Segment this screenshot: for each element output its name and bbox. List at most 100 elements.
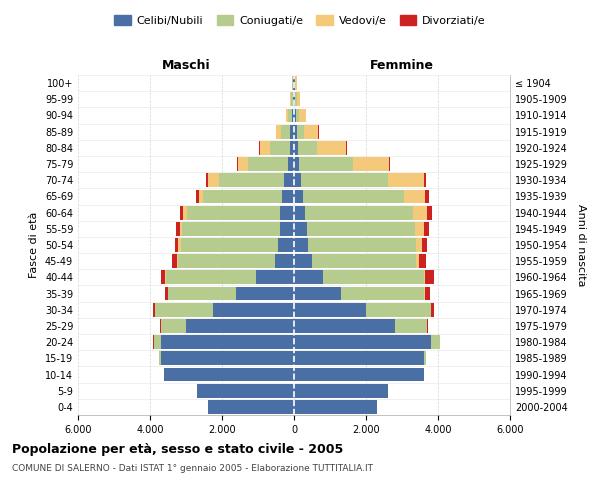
Bar — [294, 368, 424, 382]
Bar — [164, 368, 294, 382]
Bar — [422, 238, 427, 252]
Bar — [341, 286, 424, 300]
Bar — [294, 108, 296, 122]
Bar — [294, 157, 299, 171]
Bar — [303, 190, 404, 203]
Bar — [305, 206, 413, 220]
Bar — [283, 190, 294, 203]
Bar — [165, 286, 167, 300]
Bar — [294, 125, 297, 138]
Bar — [294, 174, 301, 187]
Bar — [295, 76, 296, 90]
Bar — [206, 174, 208, 187]
Bar — [294, 238, 308, 252]
Bar — [208, 400, 294, 414]
Bar — [416, 238, 422, 252]
Bar — [424, 270, 425, 284]
Bar — [293, 92, 294, 106]
Bar — [425, 270, 434, 284]
Bar — [295, 92, 297, 106]
Bar — [160, 319, 161, 333]
Bar — [312, 254, 416, 268]
Bar — [238, 157, 248, 171]
Bar — [294, 190, 303, 203]
Bar — [294, 303, 366, 316]
Bar — [424, 352, 427, 365]
Bar — [278, 238, 294, 252]
Bar — [286, 108, 288, 122]
Bar — [280, 206, 294, 220]
Bar — [290, 141, 294, 154]
Bar — [404, 190, 425, 203]
Bar — [284, 174, 294, 187]
Y-axis label: Anni di nascita: Anni di nascita — [576, 204, 586, 286]
Bar — [292, 108, 294, 122]
Bar — [294, 92, 295, 106]
Bar — [389, 157, 391, 171]
Bar — [294, 141, 298, 154]
Bar — [294, 222, 307, 235]
Bar — [415, 222, 424, 235]
Bar — [276, 125, 281, 138]
Bar — [186, 319, 294, 333]
Bar — [304, 125, 319, 138]
Bar — [395, 319, 427, 333]
Bar — [294, 384, 388, 398]
Text: Popolazione per età, sesso e stato civile - 2005: Popolazione per età, sesso e stato civil… — [12, 442, 343, 456]
Bar — [299, 157, 353, 171]
Bar — [161, 319, 186, 333]
Bar — [275, 254, 294, 268]
Bar — [161, 352, 294, 365]
Bar — [183, 206, 187, 220]
Bar — [366, 303, 431, 316]
Bar — [154, 303, 155, 316]
Bar — [346, 141, 347, 154]
Bar — [424, 222, 429, 235]
Text: Maschi: Maschi — [161, 59, 211, 72]
Bar — [297, 125, 304, 138]
Bar — [175, 238, 178, 252]
Bar — [248, 157, 287, 171]
Bar — [424, 286, 425, 300]
Bar — [294, 319, 395, 333]
Bar — [179, 206, 183, 220]
Bar — [296, 108, 299, 122]
Bar — [260, 141, 270, 154]
Bar — [172, 254, 176, 268]
Bar — [208, 174, 219, 187]
Bar — [323, 270, 424, 284]
Bar — [317, 141, 346, 154]
Bar — [299, 108, 306, 122]
Bar — [431, 336, 440, 349]
Bar — [416, 254, 419, 268]
Bar — [199, 190, 203, 203]
Bar — [388, 174, 424, 187]
Bar — [166, 270, 256, 284]
Bar — [154, 336, 161, 349]
Bar — [294, 336, 431, 349]
Bar — [178, 238, 181, 252]
Bar — [291, 92, 293, 106]
Bar — [353, 157, 389, 171]
Bar — [294, 286, 341, 300]
Bar — [168, 286, 236, 300]
Bar — [176, 254, 178, 268]
Text: COMUNE DI SALERNO - Dati ISTAT 1° gennaio 2005 - Elaborazione TUTTITALIA.IT: COMUNE DI SALERNO - Dati ISTAT 1° gennai… — [12, 464, 373, 473]
Bar — [293, 76, 294, 90]
Bar — [419, 254, 427, 268]
Bar — [425, 286, 430, 300]
Bar — [213, 303, 294, 316]
Bar — [290, 92, 291, 106]
Bar — [301, 174, 388, 187]
Bar — [307, 222, 415, 235]
Bar — [158, 352, 161, 365]
Bar — [179, 222, 182, 235]
Bar — [294, 400, 377, 414]
Y-axis label: Fasce di età: Fasce di età — [29, 212, 39, 278]
Bar — [413, 206, 427, 220]
Bar — [288, 108, 292, 122]
Bar — [281, 125, 290, 138]
Bar — [308, 238, 416, 252]
Bar — [294, 352, 424, 365]
Bar — [270, 141, 290, 154]
